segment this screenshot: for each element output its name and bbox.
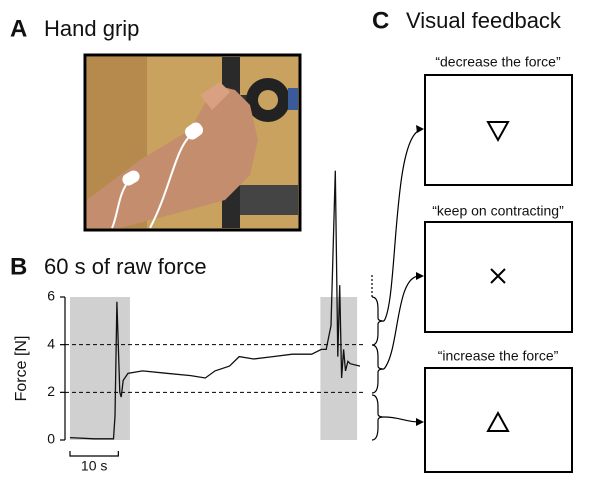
force-trace bbox=[69, 170, 361, 440]
feedback-label: “keep on contracting” bbox=[432, 203, 564, 219]
panel-title: Hand grip bbox=[44, 16, 139, 41]
panel-title: Visual feedback bbox=[406, 8, 562, 33]
highlight-range bbox=[70, 297, 130, 440]
panel-letter: A bbox=[10, 15, 27, 42]
photo bbox=[83, 53, 302, 232]
arrowheads bbox=[416, 125, 424, 426]
y-tick-label: 4 bbox=[47, 335, 55, 351]
panel-title: 60 s of raw force bbox=[44, 254, 207, 279]
y-tick-label: 0 bbox=[47, 431, 55, 447]
force-chart: 0 2 4 6 Force [N] 10 s bbox=[13, 170, 366, 474]
feedback-label: “decrease the force” bbox=[435, 54, 561, 70]
feedback-connectors bbox=[371, 129, 421, 441]
scale-bar-label: 10 s bbox=[81, 458, 107, 474]
scale-bar bbox=[69, 451, 119, 457]
y-tick-label: 2 bbox=[47, 383, 55, 399]
panel-letter: C bbox=[372, 7, 389, 34]
feedback-screens bbox=[424, 74, 573, 473]
y-axis-label: Force [N] bbox=[13, 336, 30, 402]
feedback-label: “increase the force” bbox=[438, 348, 559, 364]
y-tick-label: 6 bbox=[47, 288, 55, 304]
panel-letter: B bbox=[10, 253, 27, 280]
